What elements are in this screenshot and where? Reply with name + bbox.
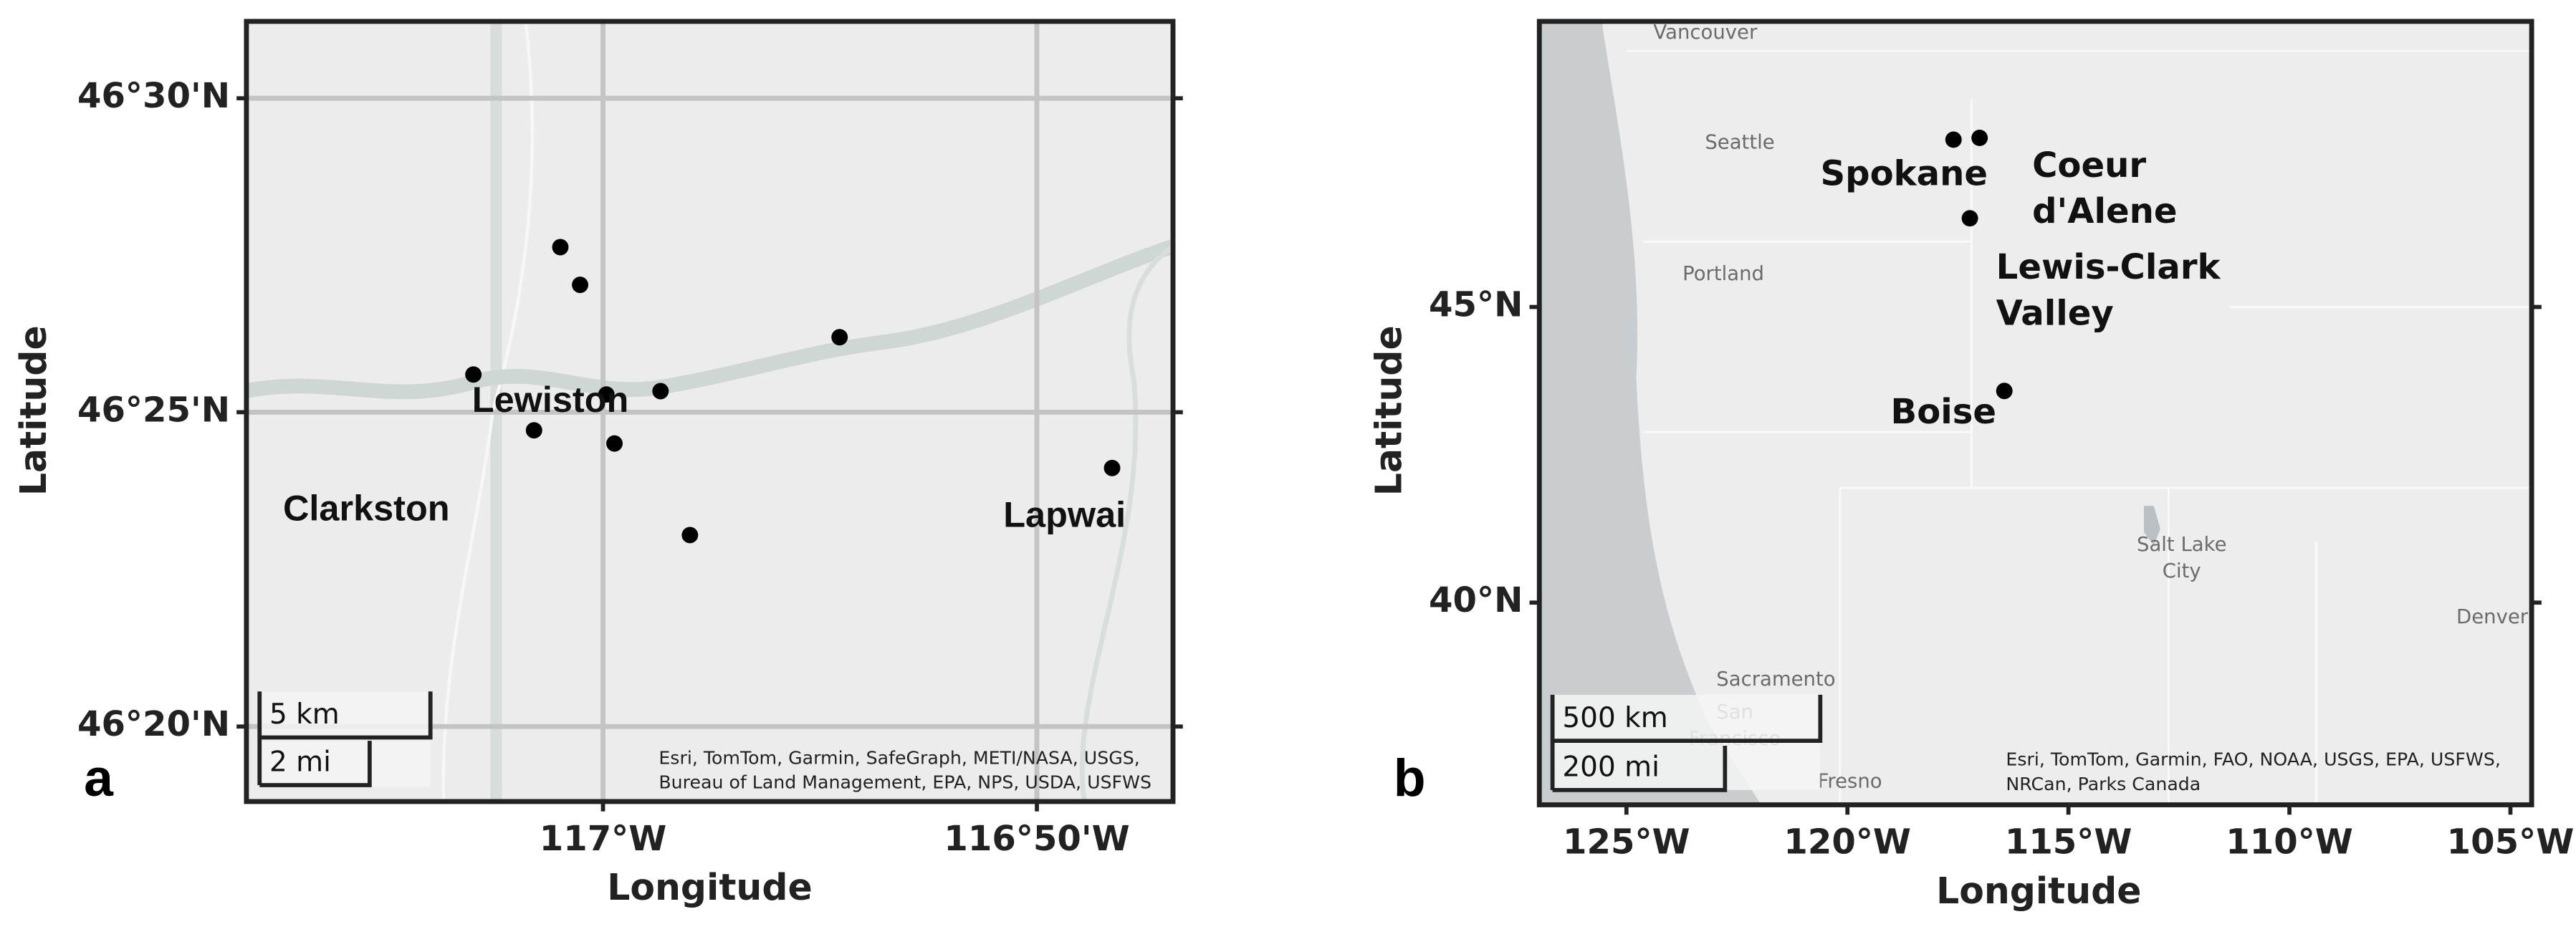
site-point bbox=[1971, 130, 1988, 146]
scale-bar-label: 200 mi bbox=[1562, 751, 1660, 784]
basemap-label: Vancouver bbox=[1653, 21, 1758, 44]
place-label: Coeur bbox=[2032, 145, 2146, 186]
site-point bbox=[598, 386, 615, 403]
map-panel: 125°W 120°W 115°W 110°W 105°W 45°N 40°N Vancouv… bbox=[1367, 19, 2575, 912]
attribution: Esri, TomTom, Garmin, FAO, NOAA, USGS, E… bbox=[2006, 749, 2500, 770]
site-point bbox=[652, 383, 669, 400]
basemap-label: Portland bbox=[1682, 262, 1764, 285]
basemap-label: Fresno bbox=[1818, 769, 1882, 792]
site-point bbox=[572, 277, 589, 294]
attribution: NRCan, Parks Canada bbox=[2006, 774, 2201, 794]
place-label: Lewiston bbox=[472, 379, 629, 420]
y-tick-label: 46°25'N bbox=[77, 390, 230, 430]
attribution: Esri, TomTom, Garmin, SafeGraph, METI/NA… bbox=[659, 747, 1139, 768]
site-point bbox=[1996, 383, 2013, 400]
site-point bbox=[465, 366, 482, 383]
river bbox=[244, 239, 1176, 400]
y-tick-label: 46°20'N bbox=[77, 704, 230, 744]
scale-bar bbox=[257, 691, 433, 787]
y-axis-label: Latitude bbox=[1367, 325, 1409, 496]
place-label: d'Alene bbox=[2032, 191, 2177, 231]
site-point bbox=[1945, 131, 1962, 148]
site-point bbox=[552, 239, 569, 256]
place-label: Boise bbox=[1891, 392, 1997, 432]
place-label: Lewis-Clark bbox=[1996, 247, 2221, 287]
x-axis-label: Longitude bbox=[1936, 870, 2141, 912]
site-point bbox=[525, 422, 542, 439]
place-label: Valley bbox=[1996, 293, 2114, 333]
border bbox=[1626, 49, 2532, 805]
place-label: Spokane bbox=[1820, 153, 1988, 193]
site-point bbox=[831, 329, 848, 346]
site-point bbox=[1961, 210, 1978, 227]
map-frame bbox=[244, 19, 1176, 804]
ocean bbox=[1539, 21, 1761, 805]
scale-bar-label: 500 km bbox=[1562, 702, 1667, 734]
y-tick-label: 45°N bbox=[1429, 285, 1523, 325]
attribution: Bureau of Land Management, EPA, NPS, USD… bbox=[659, 772, 1151, 793]
y-tick-label: 40°N bbox=[1429, 580, 1523, 620]
place-label: Clarkston bbox=[283, 487, 450, 528]
basemap-label: Seattle bbox=[1705, 131, 1774, 154]
x-tick-label: 117°W bbox=[540, 819, 667, 859]
scale-bar-label: 2 mi bbox=[269, 746, 331, 779]
panel-label: b bbox=[1394, 749, 1426, 807]
x-tick-label: 120°W bbox=[1783, 822, 1911, 862]
scale-bar bbox=[1550, 694, 1823, 792]
panel-label: a bbox=[84, 749, 114, 807]
basemap-land bbox=[1539, 21, 2532, 805]
x-axis-label: Longitude bbox=[607, 866, 812, 908]
basemap-label: Salt Lake bbox=[2137, 533, 2227, 556]
scale-bar-label: 5 km bbox=[269, 698, 340, 731]
x-tick-label: 105°W bbox=[2447, 822, 2575, 862]
basemap-label: City bbox=[2163, 559, 2201, 582]
x-tick-label: 115°W bbox=[2005, 822, 2132, 862]
map-frame bbox=[1536, 19, 2534, 807]
site-point bbox=[606, 435, 623, 452]
y-tick-label: 46°30'N bbox=[77, 76, 230, 116]
y-axis-label: Latitude bbox=[12, 325, 54, 496]
basemap-label: Sacramento bbox=[1716, 668, 1835, 691]
site-point bbox=[1103, 459, 1121, 476]
lake bbox=[2144, 506, 2160, 546]
x-tick-label: 116°50'W bbox=[944, 819, 1129, 859]
site-point bbox=[681, 527, 699, 544]
river bbox=[1079, 244, 1175, 802]
x-tick-label: 125°W bbox=[1563, 822, 1690, 862]
map-panel: 117°W 116°50'W 46°30'N 46°25'N 46°20'N Lewist… bbox=[12, 19, 1183, 908]
x-tick-label: 110°W bbox=[2226, 822, 2353, 862]
basemap-label: Denver bbox=[2456, 605, 2529, 628]
place-label: Lapwai bbox=[1003, 494, 1126, 535]
